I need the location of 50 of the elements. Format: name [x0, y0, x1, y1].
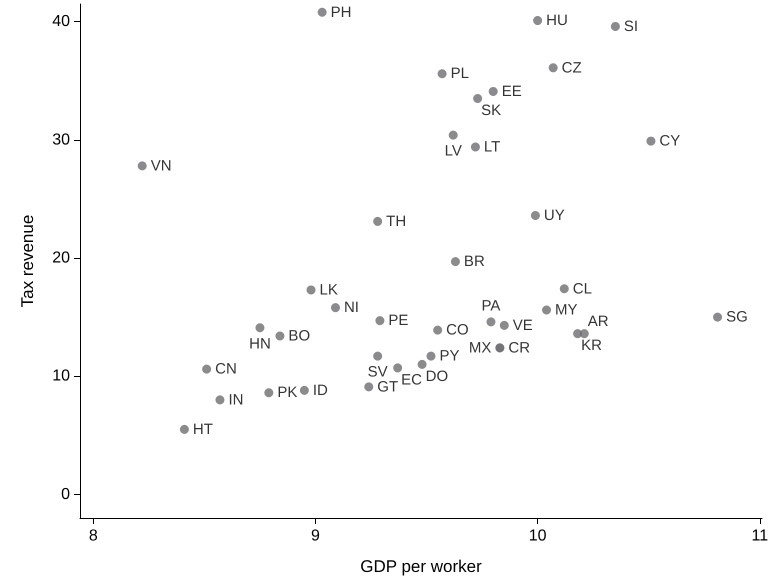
y-tick-label: 40: [52, 13, 70, 30]
data-label: AR: [588, 313, 609, 330]
x-axis-title: GDP per worker: [360, 557, 482, 576]
y-tick-label: 30: [52, 131, 70, 148]
data-label: HU: [546, 12, 568, 30]
data-label: HT: [192, 420, 213, 438]
y-tick-label: 20: [52, 250, 70, 267]
data-label: ID: [312, 382, 328, 399]
data-label: CN: [215, 360, 237, 378]
data-label: PL: [450, 65, 469, 82]
y-tick-label: 10: [52, 368, 70, 385]
data-label: PK: [277, 384, 298, 402]
data-label: CL: [572, 280, 592, 298]
data-label: EC: [401, 371, 422, 388]
data-label: LT: [484, 138, 500, 156]
data-label: UY: [544, 207, 565, 224]
data-label: HN: [249, 335, 271, 352]
data-label: CZ: [562, 59, 582, 76]
data-label: SG: [726, 308, 748, 326]
data-label: VE: [512, 316, 533, 334]
data-label: PA: [482, 297, 500, 314]
data-label: DO: [426, 368, 448, 385]
data-label: SI: [624, 18, 638, 35]
data-label: SV: [368, 364, 388, 381]
x-tick-label: 9: [311, 528, 320, 544]
y-axis-title: Tax revenue: [18, 214, 37, 308]
y-tick-label: 0: [61, 486, 70, 503]
data-label: SK: [481, 102, 502, 120]
data-label: PY: [439, 348, 460, 365]
data-label: CO: [446, 322, 469, 339]
data-label: BO: [288, 328, 310, 345]
data-label: GT: [377, 378, 398, 396]
x-tick-label: 8: [88, 528, 98, 544]
data-label: KR: [581, 337, 602, 354]
data-label: NI: [344, 299, 359, 316]
data-label: MY: [555, 302, 578, 319]
x-tick-label: 10: [528, 528, 547, 544]
data-label: PE: [388, 312, 408, 330]
x-tick-label: 11: [751, 528, 768, 544]
data-label: CY: [659, 132, 680, 150]
data-label: VN: [150, 157, 172, 174]
data-label: MX: [468, 339, 492, 356]
data-label: BR: [464, 253, 485, 270]
data-label: LV: [444, 142, 462, 160]
data-label: LK: [320, 281, 338, 298]
data-label: CR: [508, 339, 530, 356]
data-label: EE: [502, 82, 522, 100]
data-label: TH: [386, 212, 406, 230]
data-label: PH: [330, 4, 352, 21]
data-label: IN: [228, 391, 244, 408]
